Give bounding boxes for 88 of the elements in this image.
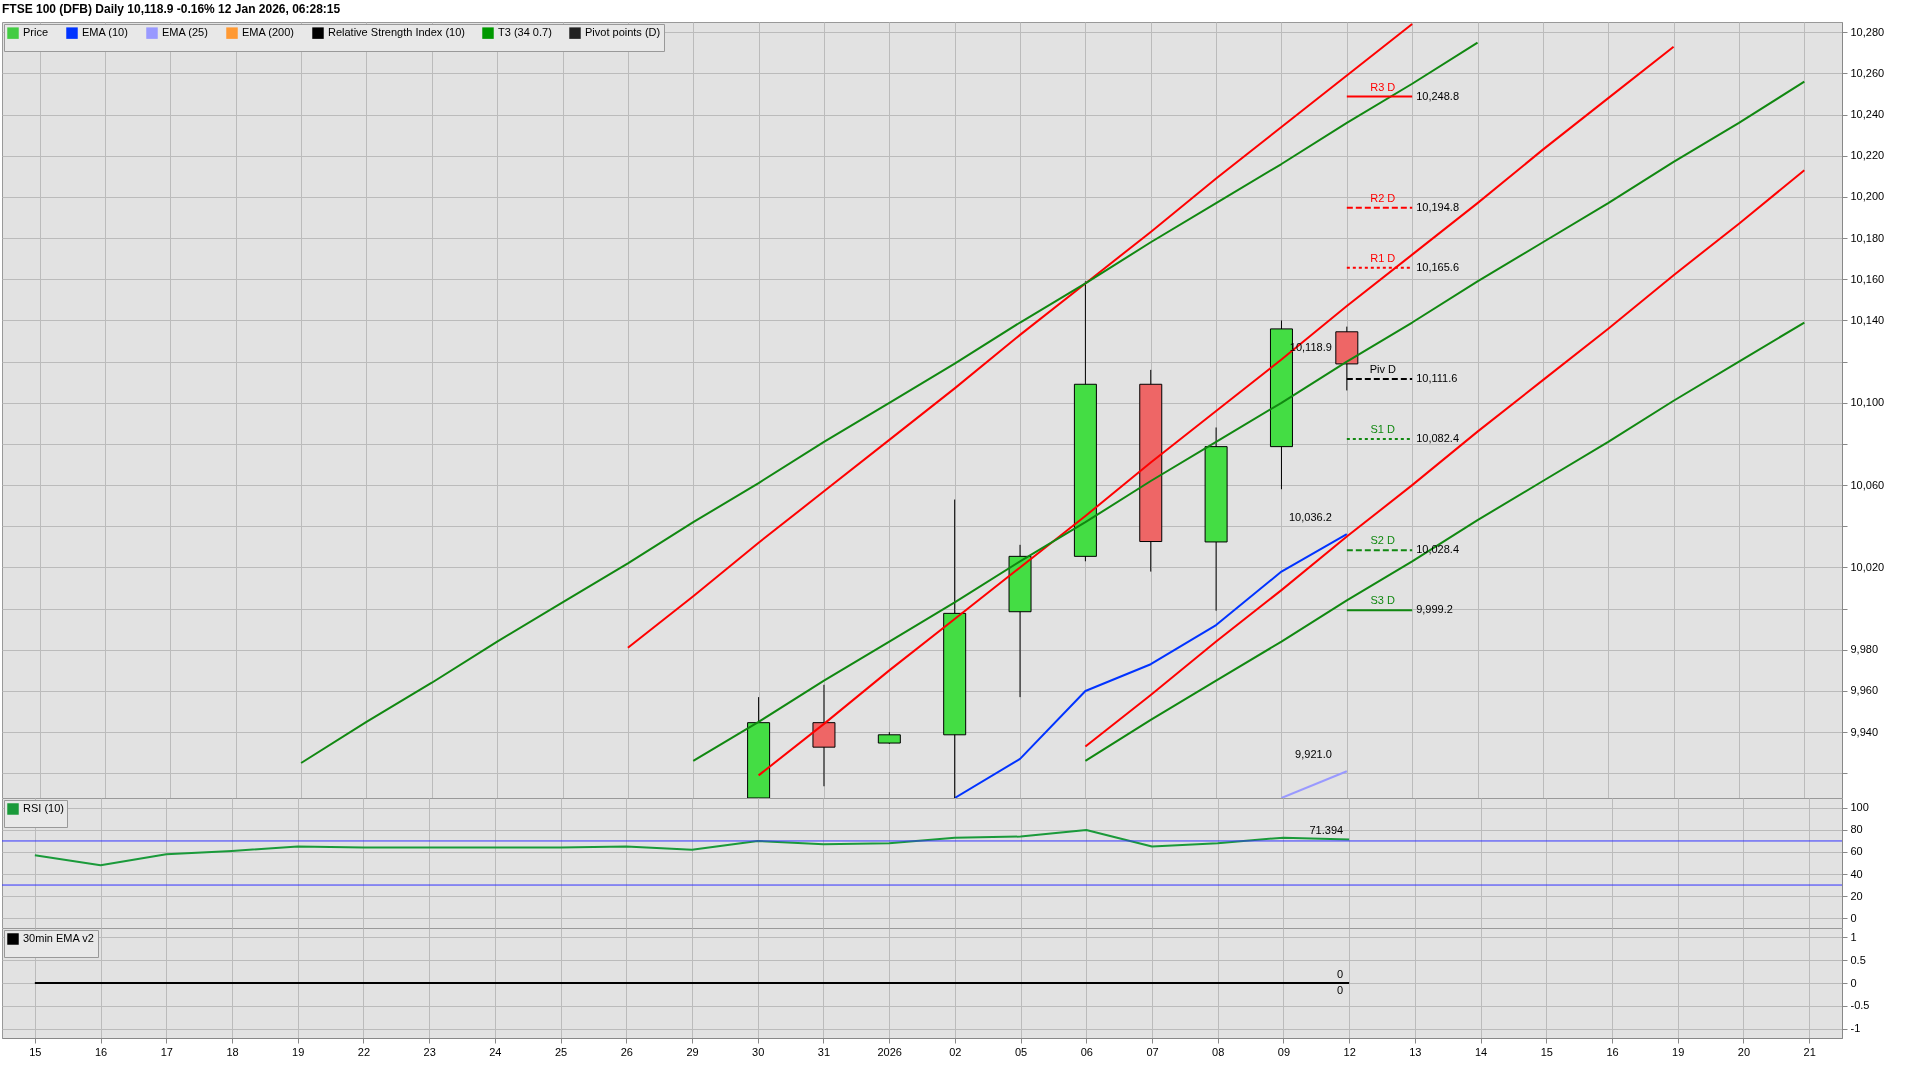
x-tick-label: 15	[1540, 1045, 1553, 1058]
annotation: 9,999.2	[1416, 603, 1453, 616]
x-tick-label: 25	[554, 1045, 568, 1058]
line-series	[33, 828, 1351, 867]
x-tick-label: 22	[357, 1045, 371, 1058]
x-tick-label: 31	[817, 1045, 831, 1058]
y-tick-label: 0	[1850, 911, 1857, 924]
y-tick-label: 1	[1850, 930, 1857, 943]
y-tick-label: -1	[1850, 1022, 1861, 1035]
x-tick-label: 07	[1146, 1045, 1159, 1058]
y-tick-label: 10,140	[1850, 313, 1885, 326]
line-series	[953, 533, 1348, 798]
annotation: 10,082.4	[1416, 432, 1460, 445]
y-tick-label: 0	[1850, 976, 1857, 989]
x-tick-label: 05	[1014, 1045, 1028, 1058]
x-tick-label: 08	[1212, 1045, 1225, 1058]
ref-line-label: S2 D	[1370, 534, 1396, 547]
annotation: 0	[1337, 968, 1344, 980]
x-tick-label: 30	[752, 1045, 765, 1058]
x-tick-label: 09	[1277, 1045, 1291, 1058]
legend-label: EMA (200)	[242, 26, 294, 39]
x-tick-label: 02	[949, 1045, 962, 1058]
y-tick-label: 80	[1850, 823, 1863, 836]
y-tick-label: 60	[1850, 845, 1863, 858]
chart-title: FTSE 100 (DFB) Daily 10,118.9 -0.16% 12 Jan 2026, 06:28:15	[2, 2, 341, 16]
ref-line-label: Piv D	[1369, 362, 1396, 375]
x-tick-label: 19	[1672, 1045, 1685, 1058]
y-tick-label: -0.5	[1850, 999, 1870, 1012]
x-tick-label: 16	[94, 1045, 108, 1058]
legend-label: RSI (10)	[23, 802, 64, 814]
x-tick-label: 2026	[877, 1045, 902, 1058]
legend-label: EMA (25)	[162, 26, 208, 39]
y-tick-label: 10,200	[1850, 190, 1885, 203]
y-tick-label: 9,960	[1850, 684, 1879, 697]
x-tick-label: 06	[1080, 1045, 1093, 1058]
y-tick-label: 10,160	[1850, 272, 1885, 285]
legend-label: Relative Strength Index (10)	[328, 26, 465, 39]
x-tick-label: 29	[686, 1045, 699, 1058]
line-series	[300, 41, 1479, 765]
annotation: 10,111.6	[1416, 371, 1458, 384]
annotation: 10,194.8	[1416, 200, 1460, 213]
y-tick-label: 10,220	[1850, 149, 1885, 162]
annotation: 71.394	[1309, 824, 1344, 837]
y-tick-label: 0.5	[1850, 953, 1866, 966]
x-tick-label: 16	[1606, 1045, 1619, 1058]
annotation: 10,248.8	[1416, 89, 1460, 102]
ref-line-label: S3 D	[1370, 594, 1396, 607]
ref-line-label: R1 D	[1370, 251, 1396, 264]
legend-label: Price	[23, 26, 49, 39]
x-tick-label: 13	[1409, 1045, 1422, 1058]
y-tick-label: 10,280	[1850, 25, 1885, 38]
x-tick-label: 24	[489, 1045, 502, 1058]
ref-line-label: R3 D	[1370, 80, 1396, 93]
line-series	[757, 45, 1675, 777]
line-series	[1084, 169, 1806, 748]
y-tick-label: 40	[1850, 867, 1863, 880]
x-tick-label: 21	[1803, 1045, 1816, 1058]
ref-line-label: R2 D	[1370, 191, 1396, 204]
y-tick-label: 10,180	[1850, 231, 1885, 244]
x-tick-label: 12	[1343, 1045, 1356, 1058]
y-tick-label: 10,260	[1850, 66, 1885, 79]
x-tick-label: 19	[292, 1045, 305, 1058]
legend-label: EMA (10)	[82, 26, 128, 39]
y-tick-label: 10,100	[1850, 396, 1885, 409]
line-series	[692, 80, 1806, 762]
y-tick-label: 10,240	[1850, 108, 1885, 121]
y-tick-label: 20	[1850, 889, 1863, 902]
x-tick-label: 26	[620, 1045, 633, 1058]
legend-label: Pivot points (D)	[585, 26, 661, 39]
x-tick-label: 18	[226, 1045, 239, 1058]
x-tick-label: 15	[29, 1045, 42, 1058]
y-tick-label: 10,020	[1850, 560, 1885, 573]
y-tick-label: 100	[1850, 801, 1869, 814]
y-tick-label: 9,940	[1850, 725, 1879, 738]
x-tick-label: 14	[1474, 1045, 1488, 1058]
x-tick-label: 17	[160, 1045, 173, 1058]
annotation: 9,921.0	[1295, 748, 1332, 761]
legend-label: 30min EMA v2	[23, 932, 94, 944]
y-tick-label: 9,980	[1850, 643, 1879, 656]
x-tick-label: 20	[1737, 1045, 1751, 1058]
y-tick-label: 10,060	[1850, 478, 1885, 491]
annotation: 0	[1337, 984, 1344, 996]
annotation: 10,165.6	[1416, 260, 1460, 273]
annotation: 10,036.2	[1288, 511, 1332, 524]
legend-label: T3 (34 0.7)	[498, 26, 552, 39]
ref-line-label: S1 D	[1370, 423, 1396, 436]
line-series	[1084, 321, 1806, 762]
x-tick-label: 23	[423, 1045, 436, 1058]
